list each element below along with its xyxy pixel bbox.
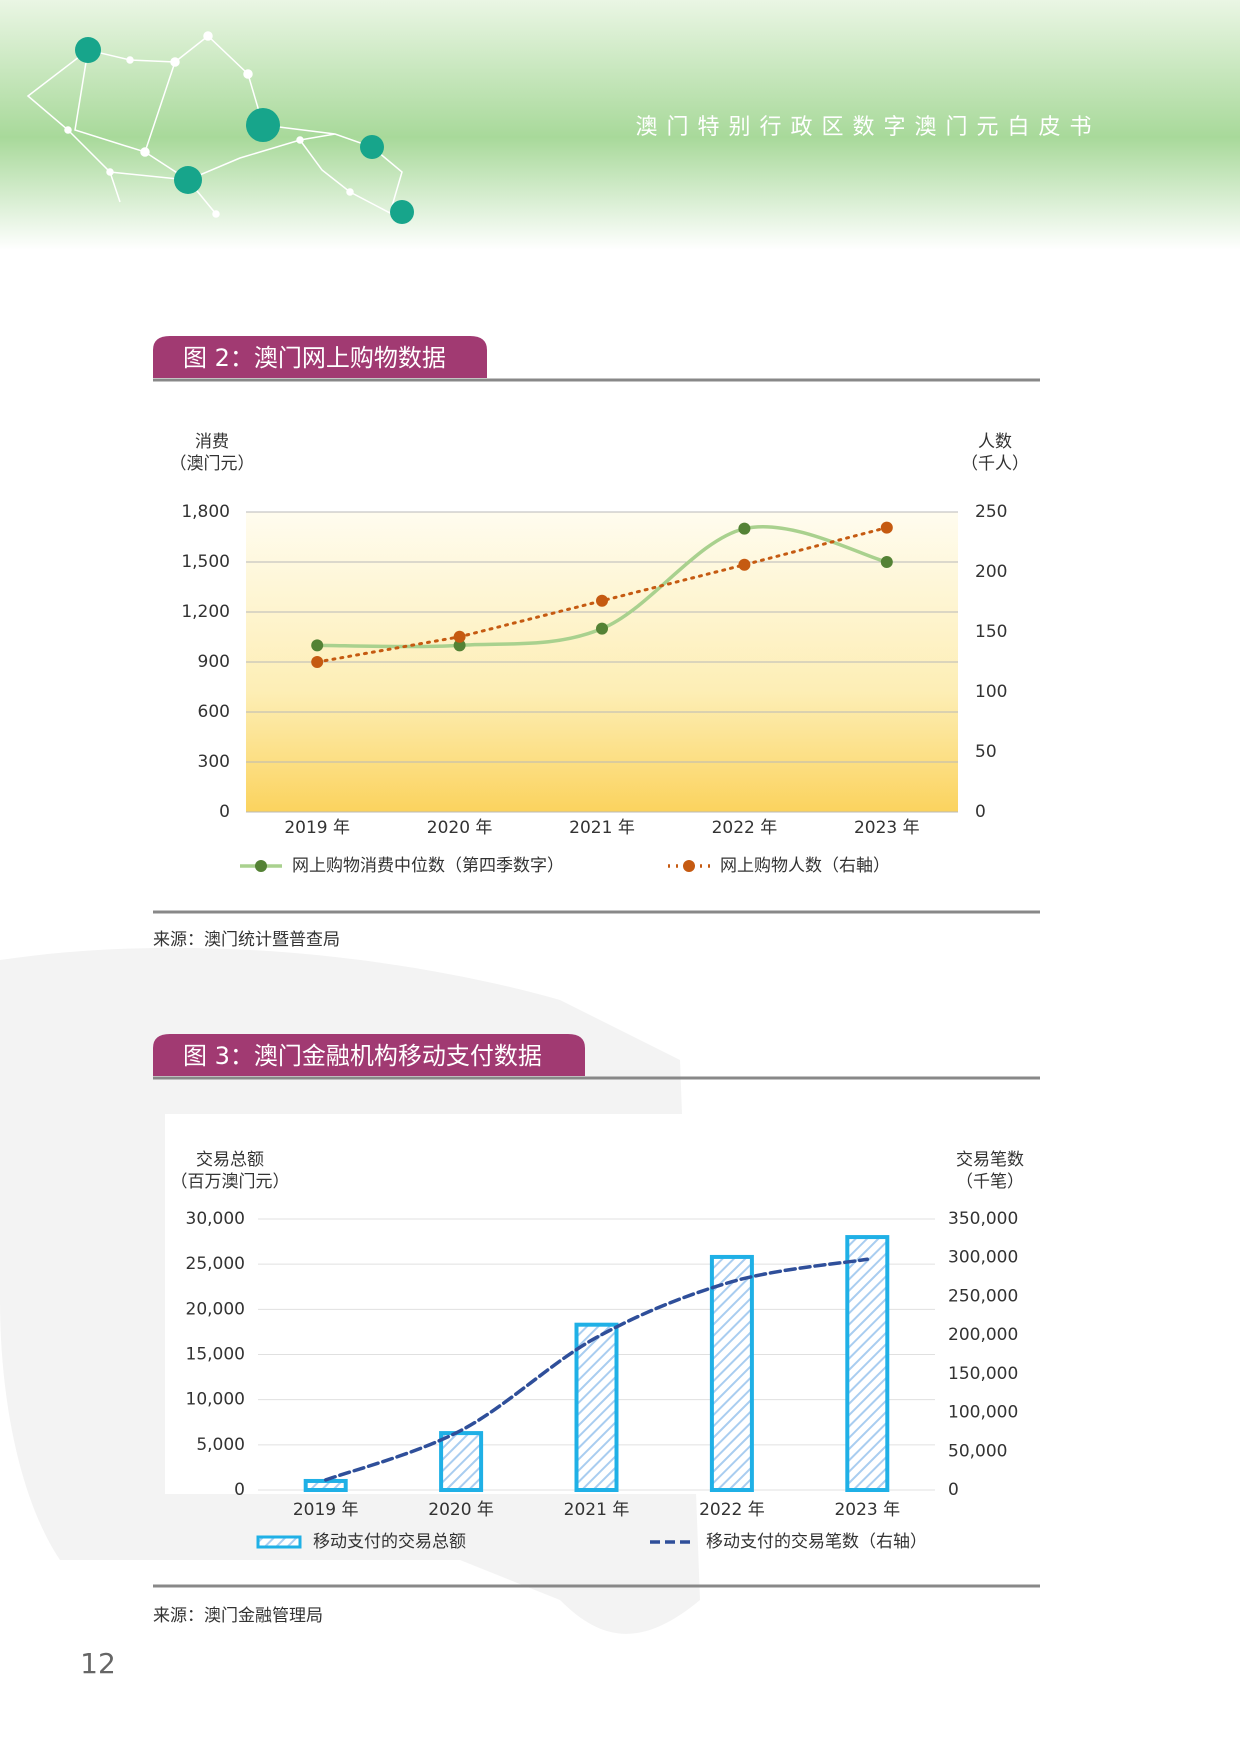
y-tick-label: 1,200	[181, 602, 230, 622]
y-tick-label: 1,800	[181, 502, 230, 522]
y2-axis-label: （千人）	[961, 454, 1029, 474]
y2-tick-label: 150	[975, 622, 1007, 642]
header-band	[0, 0, 1240, 250]
y2-axis-label: 交易笔数	[956, 1150, 1024, 1170]
marker	[880, 556, 893, 568]
y2-tick-label: 250	[975, 502, 1007, 522]
y-tick-label: 0	[219, 802, 230, 822]
x-tick-label: 2023 年	[854, 818, 920, 838]
header-title: 澳门特别行政区数字澳门元白皮书	[635, 115, 1100, 140]
y-tick-label: 20,000	[186, 1299, 245, 1319]
y2-tick-label: 350,000	[948, 1209, 1018, 1229]
marker	[596, 622, 608, 635]
legend-label: 网上购物消费中位数（第四季数字）	[292, 856, 564, 876]
y2-tick-label: 300,000	[948, 1248, 1018, 1268]
y-axis-label: （澳门元）	[170, 454, 255, 474]
bar	[439, 1431, 484, 1492]
x-tick-label: 2022 年	[699, 1500, 765, 1520]
legend-swatch	[256, 1535, 302, 1549]
page-number: 12	[80, 1647, 116, 1680]
legend-label: 移动支付的交易笔数（右轴）	[706, 1532, 927, 1552]
y2-tick-label: 200,000	[948, 1325, 1018, 1345]
legend-marker	[683, 860, 695, 872]
network-decoration	[26, 31, 403, 218]
y-tick-label: 10,000	[186, 1390, 245, 1410]
bar	[709, 1254, 754, 1492]
marker	[311, 656, 324, 668]
y-tick-label: 30,000	[186, 1209, 245, 1229]
y-tick-label: 5,000	[196, 1435, 245, 1455]
source: 来源：澳门金融管理局	[153, 1606, 323, 1626]
x-tick-label: 2021 年	[569, 818, 635, 838]
y-tick-label: 300	[198, 752, 230, 772]
y2-axis-label: （千笔）	[956, 1172, 1024, 1192]
bg-panel	[165, 1114, 945, 1494]
y2-tick-label: 0	[948, 1480, 959, 1500]
x-tick-label: 2019 年	[293, 1500, 359, 1520]
bar	[303, 1478, 348, 1493]
figure-title: 图 3：澳门金融机构移动支付数据	[183, 1042, 542, 1070]
y-tick-label: 15,000	[186, 1345, 245, 1365]
x-tick-label: 2020 年	[428, 1500, 494, 1520]
marker	[880, 521, 893, 534]
y-axis-label: 交易总额	[196, 1150, 264, 1170]
y2-tick-label: 100,000	[948, 1403, 1018, 1423]
source: 来源：澳门统计暨普查局	[153, 930, 340, 950]
y-tick-label: 25,000	[186, 1254, 245, 1274]
y2-tick-label: 50,000	[948, 1441, 1007, 1461]
y2-tick-label: 150,000	[948, 1364, 1018, 1384]
marker	[596, 594, 608, 607]
legend-marker	[255, 860, 267, 872]
bar	[574, 1322, 619, 1492]
figure-title: 图 2：澳门网上购物数据	[183, 344, 446, 372]
x-tick-label: 2022 年	[712, 818, 778, 838]
y2-tick-label: 250,000	[948, 1286, 1018, 1306]
y2-tick-label: 100	[975, 682, 1007, 702]
x-tick-label: 2020 年	[427, 818, 493, 838]
y2-tick-label: 0	[975, 802, 986, 822]
x-tick-label: 2021 年	[564, 1500, 630, 1520]
y-tick-label: 0	[234, 1480, 245, 1500]
bar	[845, 1235, 890, 1492]
marker	[453, 639, 466, 652]
marker	[738, 558, 751, 571]
legend-label: 移动支付的交易总额	[313, 1532, 466, 1552]
y-tick-label: 900	[198, 652, 230, 672]
figure-banner	[153, 336, 487, 378]
x-tick-label: 2019 年	[284, 818, 350, 838]
y-tick-label: 1,500	[181, 552, 230, 572]
y2-axis-label: 人数	[978, 432, 1012, 452]
y-tick-label: 600	[198, 702, 230, 722]
series-line	[323, 1257, 870, 1482]
y2-tick-label: 200	[975, 562, 1007, 582]
icons	[75, 37, 414, 224]
x-tick-label: 2023 年	[834, 1500, 900, 1520]
y-axis-label: （百万澳门元）	[171, 1172, 290, 1192]
marker	[453, 630, 466, 643]
marker	[738, 522, 751, 535]
marker	[311, 639, 324, 652]
y2-tick-label: 50	[975, 742, 997, 762]
y-axis-label: 消费	[195, 432, 229, 452]
figure-banner	[153, 1034, 585, 1076]
legend-label: 网上购物人数（右軸）	[720, 856, 890, 876]
